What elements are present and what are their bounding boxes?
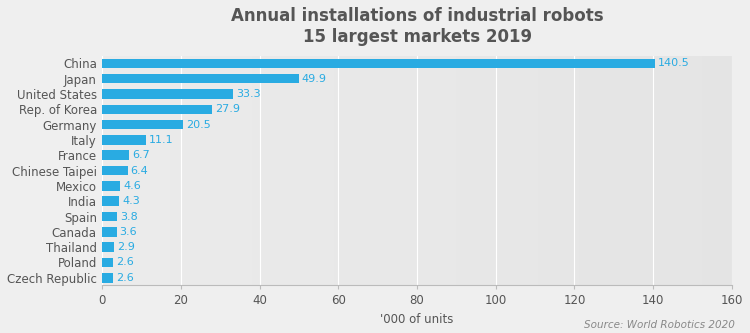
Bar	[102, 151, 129, 160]
Bar	[102, 212, 117, 221]
Title: Annual installations of industrial robots
15 largest markets 2019: Annual installations of industrial robot…	[231, 7, 604, 46]
Text: 4.3: 4.3	[122, 196, 140, 206]
Text: 2.6: 2.6	[116, 273, 134, 283]
Text: 49.9: 49.9	[302, 74, 327, 84]
Text: 33.3: 33.3	[236, 89, 261, 99]
Text: 3.8: 3.8	[121, 211, 138, 221]
Bar	[102, 227, 116, 236]
Text: 140.5: 140.5	[658, 58, 690, 68]
X-axis label: '000 of units: '000 of units	[380, 313, 454, 326]
Bar	[102, 135, 146, 145]
Bar	[102, 74, 298, 83]
Bar	[102, 181, 121, 190]
Text: 4.6: 4.6	[124, 181, 141, 191]
Bar	[102, 105, 212, 114]
Bar	[102, 273, 112, 283]
Text: 27.9: 27.9	[215, 104, 240, 114]
Bar	[102, 196, 119, 206]
Text: 2.6: 2.6	[116, 257, 134, 267]
Bar	[102, 59, 656, 68]
Bar	[102, 258, 112, 267]
Text: 2.9: 2.9	[117, 242, 135, 252]
Bar	[102, 89, 233, 99]
Text: 20.5: 20.5	[186, 120, 211, 130]
Bar	[102, 120, 183, 129]
Bar	[102, 242, 114, 252]
Text: Source: World Robotics 2020: Source: World Robotics 2020	[584, 320, 735, 330]
Text: 3.6: 3.6	[120, 227, 137, 237]
Text: 11.1: 11.1	[149, 135, 174, 145]
Text: 6.4: 6.4	[130, 166, 148, 175]
Bar	[102, 166, 128, 175]
Text: 6.7: 6.7	[132, 150, 150, 160]
